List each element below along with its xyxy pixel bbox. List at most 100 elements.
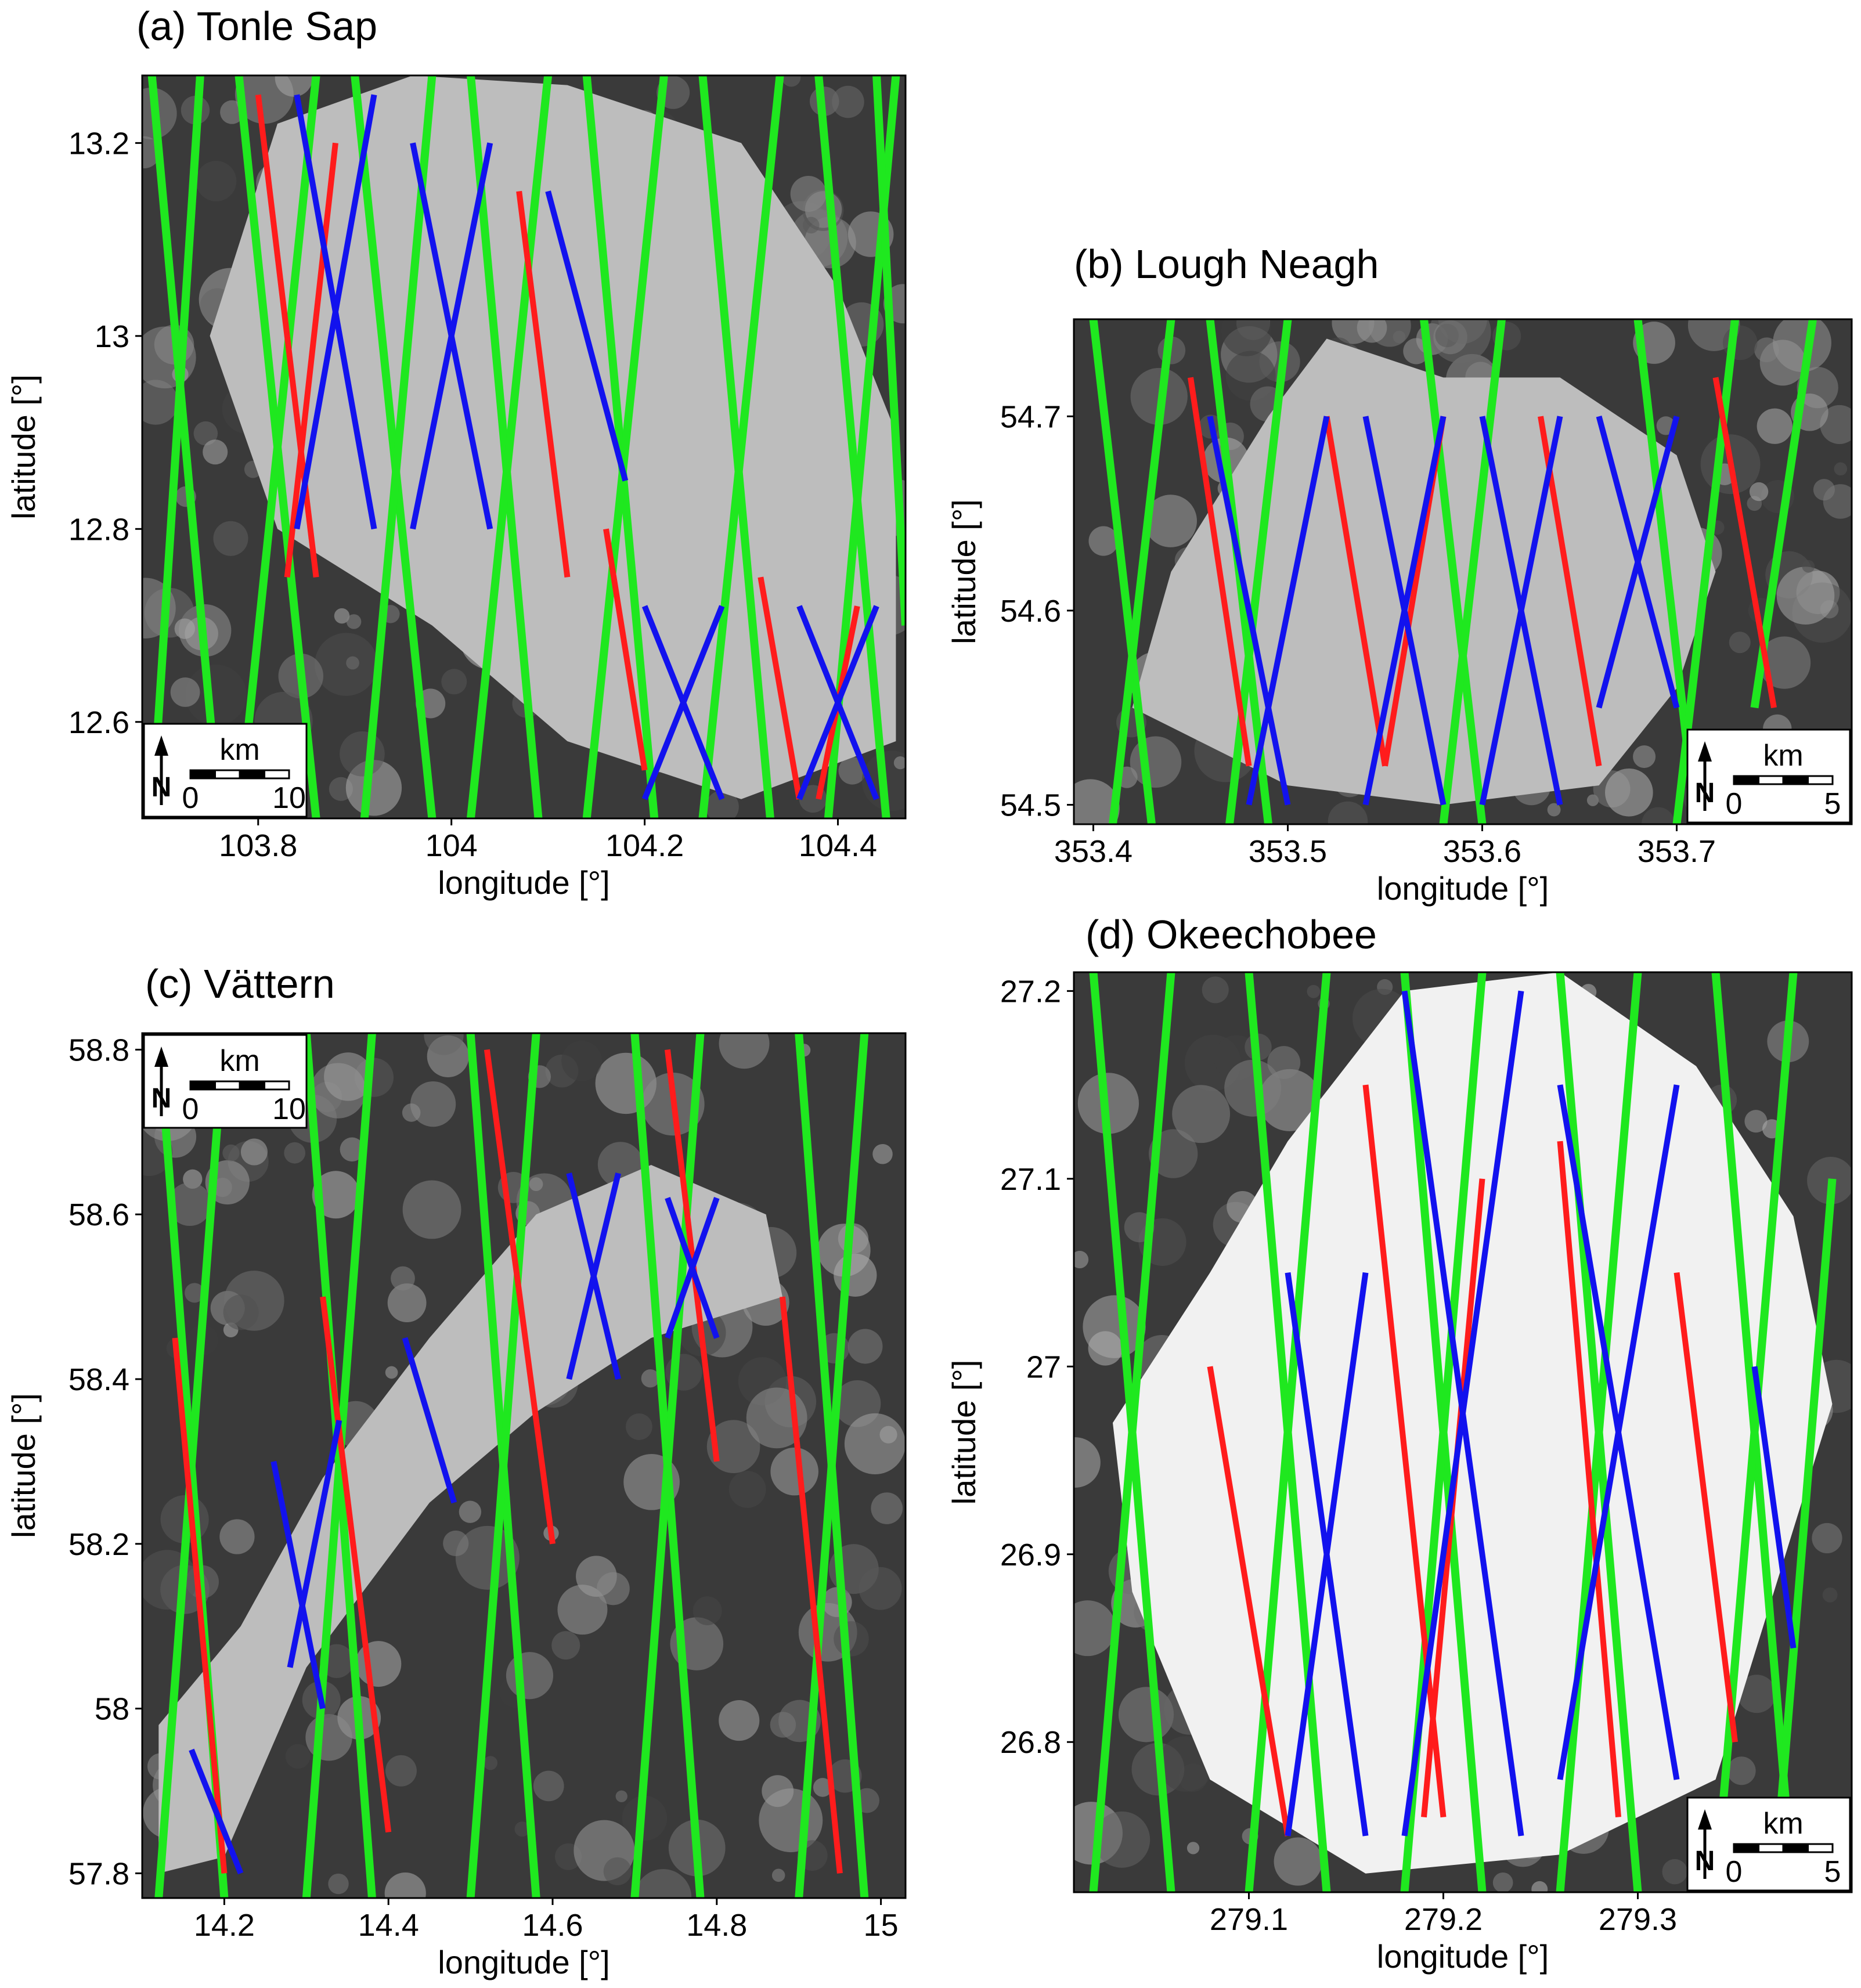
panel-b-scalebar-segment [1733, 775, 1759, 785]
panel-b-track-green-3 [1225, 319, 1292, 824]
panel-d-track-green-1 [1089, 972, 1175, 1892]
panel-d-xlabel: longitude [°] [1377, 1938, 1549, 1975]
panel-a-texture [142, 380, 178, 425]
panel-c-texture [391, 1266, 415, 1291]
panel-c-texture [223, 1294, 259, 1330]
panel-d-track-blue-3 [1401, 990, 1524, 1837]
panel-b-frame [1073, 318, 1853, 825]
panel-c-texture [871, 1492, 903, 1524]
panel-d-scalebar-segment [1782, 1843, 1809, 1853]
panel-c-texture [402, 1103, 421, 1122]
panel-b-xtick-label: 353.7 [1638, 834, 1716, 869]
panel-a-texture [340, 731, 385, 777]
chart-d-svg: 279.1 279.2 279.3 26.8 26.9 27 27.1 27.2 longitu… [946, 971, 1853, 1975]
panel-d-texture [1172, 1085, 1231, 1143]
panel-d-track-red-3 [1557, 1141, 1621, 1818]
panel-b-texture [1074, 779, 1120, 824]
panel-a-xtick-label: 104.4 [799, 828, 877, 863]
panel-c-xtick-label: 15 [864, 1908, 899, 1943]
panel-c-xtick-label: 14.2 [194, 1908, 255, 1943]
panel-c-frame [141, 1032, 907, 1899]
panel-c-track-green-9 [154, 1033, 229, 1898]
chart-b-svg: 353.4 353.5 353.6 353.7 54.5 54.6 54.7 longitud… [946, 318, 1853, 907]
panel-a-scalebar-segment [189, 769, 216, 780]
panel-a-chart: 103.8 104 104.2 104.4 12.6 12.8 13 13.2 longitud… [0, 52, 929, 920]
panel-b-track-green-5 [1439, 319, 1506, 824]
panel-b-track-blue-1 [1246, 416, 1330, 806]
panel-a-scalebar-start: 0 [182, 781, 199, 815]
panel-a-track-green-12 [814, 75, 890, 818]
panel-d-chart: 279.1 279.2 279.3 26.8 26.9 27 27.1 27.2 longitu… [940, 961, 1861, 1988]
north-letter-icon: N [152, 772, 172, 803]
panel-a-xtick-label: 104.2 [605, 828, 684, 863]
panel-c-texture [384, 1872, 426, 1898]
panel-c-texture [834, 1621, 869, 1657]
panel-a-track-green-6 [466, 75, 543, 818]
panel-a-scalebar-unit: km [219, 733, 259, 767]
panel-c-texture [597, 1572, 630, 1605]
panel-b-texture [1605, 768, 1653, 817]
panel-a-texture [346, 656, 359, 670]
panel-c-track-green-2 [302, 1033, 376, 1898]
panel-c-texture [459, 1500, 482, 1523]
panel-c-texture [385, 1755, 417, 1787]
panel-b-ytick-label: 54.6 [1000, 594, 1061, 629]
panel-c-scalebar-segment [264, 1080, 290, 1091]
panel-c-ytick-label: 58.2 [68, 1527, 129, 1562]
panel-c-texture [693, 1596, 722, 1626]
panel-c-texture [728, 1471, 766, 1508]
panel-a-xtick-label: 103.8 [219, 828, 297, 863]
panel-b-texture [1813, 479, 1835, 501]
panel-b-track-green-1 [1109, 319, 1175, 824]
panel-c-texture [355, 1641, 402, 1687]
panel-d-texture [1274, 1837, 1322, 1886]
panel-c-texture [844, 1413, 906, 1474]
panel-d-track-red-4 [1674, 1272, 1738, 1742]
panel-b-ytick-label: 54.7 [1000, 399, 1061, 434]
panel-c-texture [402, 1180, 461, 1239]
panel-d-texture [1149, 1129, 1198, 1178]
panel-a-texture [790, 175, 827, 212]
panel-c-texture [506, 1652, 554, 1700]
panel-b-texture [1328, 801, 1368, 824]
panel-b-track-blue-0 [1207, 416, 1291, 806]
panel-a-track-green-7 [466, 75, 553, 818]
panel-d-texture [1088, 1331, 1123, 1366]
panel-b-scalebar-start: 0 [1726, 787, 1743, 821]
panel-a-track-green-11 [698, 75, 784, 818]
panel-b-xtick-label: 353.5 [1249, 834, 1327, 869]
panel-c-plot-area [142, 1033, 906, 1898]
panel-a-scalebar-end: 10 [272, 781, 306, 815]
panel-b-ylabel: latitude [°] [946, 499, 982, 644]
panel-a-scalebar-segment [239, 769, 265, 780]
panel-c-scalebar-segment [189, 1080, 216, 1091]
panel-b-texture [1357, 319, 1387, 343]
panel-a-texture [203, 439, 228, 465]
panel-a-track-green-0 [147, 75, 224, 818]
panel-c-track-green-6 [630, 1033, 705, 1898]
north-arrow-icon [1698, 1809, 1712, 1830]
panel-a-texture [275, 75, 313, 97]
panel-c-scalebar-segment [239, 1080, 265, 1091]
panel-d-ytick-label: 27 [1026, 1350, 1061, 1384]
panel-c-scalebar-end: 10 [272, 1092, 306, 1126]
panel-b-texture [1749, 482, 1769, 501]
north-letter-icon: N [1695, 778, 1715, 809]
panel-c-texture [305, 1714, 352, 1761]
panel-d-ytick-label: 26.8 [1000, 1725, 1061, 1760]
panel-c-xtick-label: 14.8 [686, 1908, 747, 1943]
panel-c-scalebar-start: 0 [182, 1092, 199, 1126]
panel-d-ylabel: latitude [°] [946, 1360, 982, 1505]
panel-d-track-red-0 [1207, 1366, 1291, 1837]
panel-b-track-blue-7 [1596, 416, 1680, 709]
panel-b-texture [1802, 560, 1815, 573]
panel-b-texture [1633, 745, 1656, 768]
panel-b-texture [1758, 636, 1811, 689]
panel-d-xtick-label: 279.2 [1404, 1902, 1483, 1937]
panel-c-scalebar-segment [214, 1080, 241, 1091]
panel-c-texture [847, 1329, 883, 1364]
panel-c-texture [324, 1052, 373, 1101]
panel-c-texture [340, 1137, 365, 1162]
panel-a-texture [838, 756, 867, 785]
panel-d-scalebar-segment [1758, 1843, 1784, 1853]
